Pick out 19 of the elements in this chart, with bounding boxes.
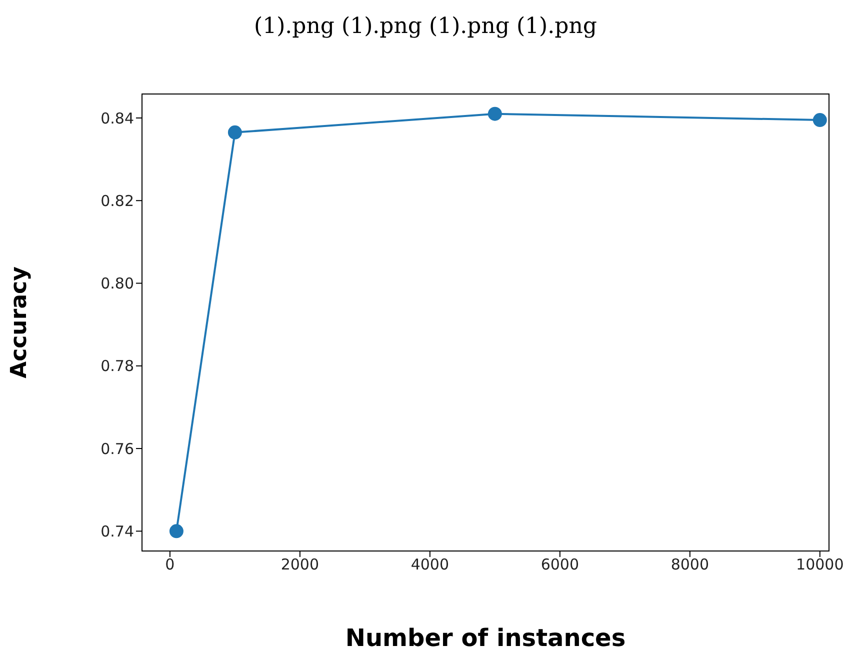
x-tick-label: 8000 [670, 556, 710, 574]
x-axis-title: Number of instances [345, 624, 626, 652]
x-tick-label: 2000 [280, 556, 320, 574]
point [228, 125, 242, 140]
point [488, 106, 502, 121]
y-tick-label: 0.78 [100, 357, 134, 376]
y-tick-label: 0.74 [100, 522, 134, 540]
point [169, 524, 184, 538]
y-tick-label: 0.82 [100, 192, 134, 210]
chart-title: (1).png (1).png (1).png (1).png [253, 14, 598, 39]
y-tick-label: 0.84 [100, 109, 134, 128]
x-tick-label: 4000 [410, 556, 450, 574]
y-tick-label: 0.80 [100, 274, 134, 293]
x-tick-label: 6000 [540, 556, 580, 574]
y-tick-label: 0.76 [100, 440, 134, 458]
x-tick-label: 0 [165, 556, 175, 574]
point [812, 113, 827, 128]
x-tick-label: 10000 [796, 556, 843, 574]
y-axis-title: Accuracy [6, 266, 32, 378]
